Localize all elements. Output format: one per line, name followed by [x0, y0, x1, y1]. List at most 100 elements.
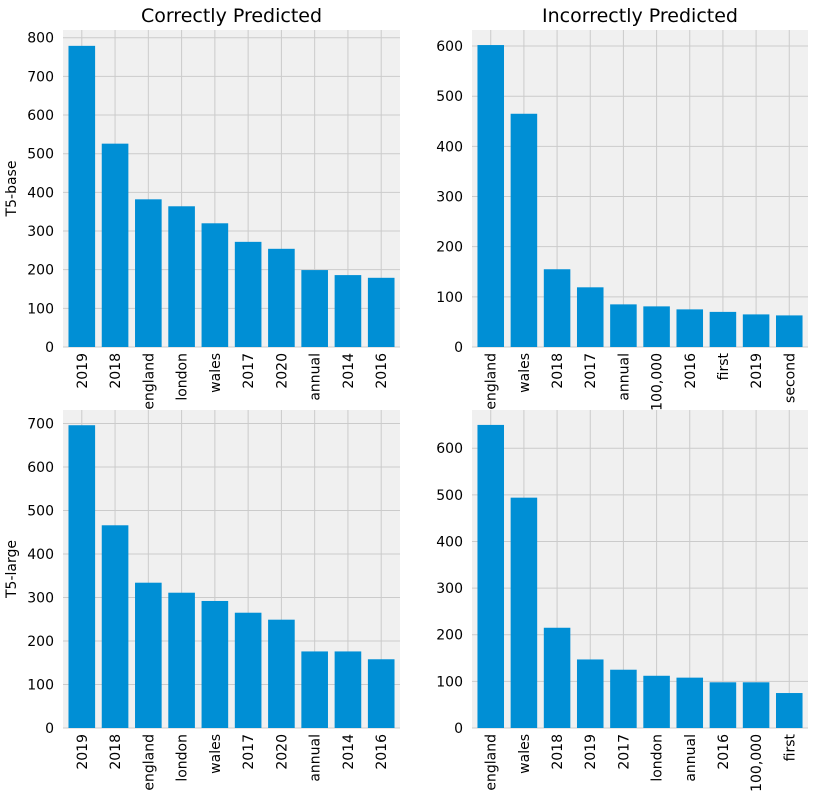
y-tick-label: 100: [27, 677, 54, 693]
bar-2017: [234, 241, 262, 347]
x-tick-label: 2018: [550, 353, 566, 389]
bar-2019: [576, 659, 604, 728]
x-tick-label: 2019: [75, 353, 91, 389]
y-tick-label: 200: [27, 634, 54, 650]
bar-england: [477, 424, 505, 728]
x-tick-label: 2019: [583, 734, 599, 770]
bar-2014: [334, 651, 362, 728]
bar-annual: [610, 304, 637, 347]
x-tick-label: england: [484, 734, 500, 791]
y-tick-label: 500: [436, 488, 463, 504]
bar-2014: [334, 275, 362, 347]
chart-panel-3: 0 100 200 300 400 500 600 700 2019 2018 england lon…: [4, 410, 400, 791]
bar-2016: [676, 309, 704, 347]
y-tick-label: 600: [436, 39, 463, 55]
x-tick-label: 2019: [75, 734, 91, 770]
x-tick-label: 2017: [616, 734, 632, 770]
y-tick-label: 300: [436, 190, 463, 206]
bar-wales: [201, 223, 229, 347]
y-tick-label: 200: [27, 263, 54, 279]
x-tick-label: 2014: [341, 734, 357, 770]
bar-second: [775, 315, 803, 347]
y-tick-label: 0: [45, 340, 54, 356]
bar-2018: [543, 627, 571, 728]
y-tick-label: 600: [27, 460, 54, 476]
x-tick-label: 2018: [108, 353, 124, 389]
x-tick-label: 2016: [374, 734, 390, 770]
x-tick-label: 2017: [583, 353, 599, 389]
x-tick-label: 2016: [716, 734, 732, 770]
bar-2020: [268, 248, 295, 347]
bar-100,000: [643, 306, 670, 347]
x-tick-label: first: [782, 733, 798, 761]
x-tick-label: second: [782, 353, 798, 403]
chart-title: Incorrectly Predicted: [542, 5, 738, 27]
y-tick-label: 400: [436, 139, 463, 155]
bar-first: [709, 311, 737, 347]
x-tick-label: london: [650, 734, 666, 782]
bar-2016: [367, 277, 395, 347]
x-tick-label: wales: [517, 353, 533, 393]
bar-2020: [268, 619, 295, 728]
y-tick-label: 600: [27, 108, 54, 124]
x-tick-label: annual: [683, 734, 699, 782]
y-tick-label: 0: [454, 721, 463, 737]
bar-2016: [367, 659, 395, 728]
bar-wales: [510, 113, 538, 347]
x-tick-label: england: [141, 734, 157, 791]
bar-annual: [676, 677, 704, 728]
bar-london: [643, 675, 670, 728]
y-axis-label: T5-base: [4, 161, 20, 218]
y-tick-label: 700: [27, 69, 54, 85]
y-tick-label: 100: [436, 290, 463, 306]
bar-london: [168, 592, 195, 728]
bar-england: [135, 199, 162, 347]
bar-2017: [610, 669, 637, 728]
y-tick-label: 600: [436, 441, 463, 457]
x-tick-label: annual: [616, 353, 632, 401]
y-tick-label: 200: [436, 240, 463, 256]
x-tick-label: 100,000: [650, 353, 666, 411]
y-tick-label: 500: [27, 147, 54, 163]
y-tick-label: 100: [436, 674, 463, 690]
bar-2016: [709, 682, 737, 728]
bar-2017: [576, 287, 604, 347]
x-tick-label: wales: [517, 734, 533, 774]
x-tick-label: 2018: [108, 734, 124, 770]
chart-panel-4: 0 100 200 300 400 500 600 england wales 2018 2019 2…: [436, 410, 808, 792]
x-tick-label: wales: [208, 353, 224, 393]
bar-2017: [234, 612, 262, 728]
x-tick-label: 100,000: [749, 734, 765, 792]
y-tick-label: 400: [27, 547, 54, 563]
bar-2019: [742, 314, 770, 347]
bar-2018: [543, 269, 571, 347]
x-tick-label: 2017: [241, 734, 257, 770]
bar-wales: [510, 497, 538, 728]
bar-england: [477, 45, 505, 347]
y-axis-label: T5-large: [4, 540, 20, 599]
chart-title: Correctly Predicted: [141, 5, 322, 27]
bar-first: [775, 693, 803, 728]
x-tick-label: first: [716, 352, 732, 380]
x-tick-label: 2020: [274, 734, 290, 770]
chart-panel-2: 0 100 200 300 400 500 600 england wales 2018 2017 a…: [436, 5, 808, 411]
bar-annual: [301, 270, 328, 347]
bar-annual: [301, 651, 328, 728]
y-tick-label: 100: [27, 301, 54, 317]
y-tick-label: 300: [436, 581, 463, 597]
x-tick-label: england: [141, 353, 157, 410]
y-tick-label: 0: [454, 340, 463, 356]
x-tick-label: annual: [308, 734, 324, 782]
y-tick-label: 400: [436, 534, 463, 550]
x-tick-label: 2020: [274, 353, 290, 389]
x-tick-label: 2016: [374, 353, 390, 389]
x-tick-label: 2019: [749, 353, 765, 389]
x-tick-label: annual: [308, 353, 324, 401]
y-tick-label: 800: [27, 31, 54, 47]
y-tick-label: 300: [27, 590, 54, 606]
y-tick-label: 700: [27, 416, 54, 432]
bar-100,000: [742, 682, 770, 728]
bar-2019: [68, 45, 96, 347]
x-tick-label: london: [175, 353, 191, 401]
